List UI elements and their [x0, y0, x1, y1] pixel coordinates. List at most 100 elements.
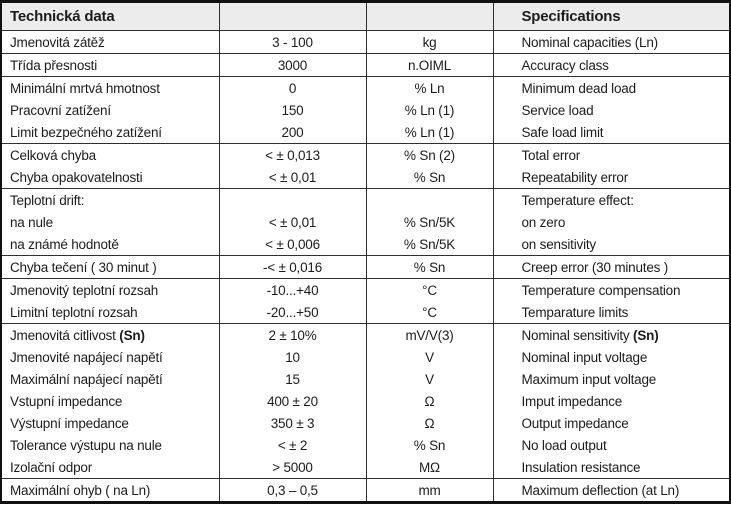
- row-unit: % Sn: [365, 255, 493, 279]
- table-row: Limit bezpečného zatížení 200% Ln (1) Safe…: [1, 121, 730, 144]
- row-value: 10: [218, 346, 366, 368]
- row-value: -< ± 0,016: [218, 255, 366, 279]
- row-label-czech: Vstupní impedance: [10, 393, 123, 409]
- row-label-english: Maximum deflection (at Ln): [492, 478, 730, 503]
- row-label-czech: Tolerance výstupu na nule: [10, 437, 162, 453]
- row-value: 150: [218, 99, 366, 121]
- table-row: Pracovní zatížení 150% Ln (1) Service load: [1, 99, 730, 121]
- table-row: Tolerance výstupu na nule < ± 2% Sn No loa…: [1, 434, 730, 456]
- row-label-english: Temparature limits: [492, 301, 730, 324]
- row-unit: [365, 188, 493, 211]
- row-unit: °C: [365, 301, 493, 324]
- row-label-czech: Chyba opakovatelnosti: [1, 166, 219, 189]
- row-value: -20...+50: [218, 301, 366, 324]
- row-unit: MΩ: [365, 456, 493, 479]
- row-value: 0: [218, 76, 366, 99]
- row-unit: Ω: [365, 412, 493, 434]
- row-label-english: on zero: [492, 211, 730, 233]
- row-unit: kg: [365, 30, 493, 54]
- row-unit: % Sn: [365, 166, 493, 189]
- row-unit: % Sn/5K: [365, 211, 493, 233]
- row-label-czech: na známé hodnotě: [1, 233, 219, 256]
- row-unit: % Ln: [365, 76, 493, 99]
- row-unit: Ω: [365, 390, 493, 412]
- table-row: Maximální ohyb ( na Ln) 0,3 – 0,5 mm Maximu…: [1, 478, 730, 503]
- row-label-english: Nominal input voltage: [492, 346, 730, 368]
- row-value: < ± 0,01: [218, 166, 366, 189]
- row-label-czech: Teplotní drift:: [10, 192, 85, 208]
- row-label-czech: Jmenovitý teplotní rozsah: [10, 282, 159, 298]
- row-label-czech: Limit bezpečného zatížení: [1, 121, 219, 144]
- row-value: < ± 0,013: [218, 143, 366, 166]
- row-label-czech: Limitní teplotní rozsah: [1, 301, 219, 324]
- row-label-english: Creep error (30 minutes ): [492, 255, 730, 279]
- table-row: Limitní teplotní rozsah -20...+50 °C Tempar…: [1, 301, 730, 324]
- row-label-czech: Minimální mrtvá hmotnost: [10, 80, 160, 96]
- row-value: < ± 2: [218, 434, 366, 456]
- row-label-czech: Jmenovité napájecí napětí: [10, 349, 163, 365]
- table-row: Chyba tečení ( 30 minut ) -< ± 0,016% Sn C…: [1, 255, 730, 279]
- row-label-czech: Pracovní zatížení: [10, 102, 111, 118]
- row-unit: n.OIML: [365, 53, 493, 77]
- table-row: Jmenovitá citlivost (Sn) 2 ± 10% mV/V(3) No…: [1, 323, 730, 346]
- row-value: > 5000: [218, 456, 366, 479]
- row-unit: % Ln (1): [365, 99, 493, 121]
- row-label-czech: Izolační odpor: [1, 456, 219, 479]
- row-value: 3000: [218, 53, 366, 77]
- row-label-english: Nominal capacities (Ln): [492, 30, 730, 54]
- row-label-english: on sensitivity: [492, 233, 730, 256]
- table-row: Jmenovité napájecí napětí 10 V Nominal inpu…: [1, 346, 730, 368]
- table-row: Chyba opakovatelnosti < ± 0,01% Sn Repeata…: [1, 166, 730, 189]
- row-label-english: Minimum dead load: [492, 76, 730, 99]
- row-value: [218, 188, 366, 211]
- table-row: na nule < ± 0,01% Sn/5K on zero: [1, 211, 730, 233]
- row-label-czech: Chyba tečení ( 30 minut ): [1, 255, 219, 279]
- row-label-english: Temperature compensation: [492, 278, 730, 301]
- header-english-title: Specifications: [492, 1, 730, 31]
- row-unit: % Sn (2): [365, 143, 493, 166]
- row-value: 0,3 – 0,5: [218, 478, 366, 503]
- row-value: 3 - 100: [218, 30, 366, 54]
- table-row: Teplotní drift: Temperature effect:: [1, 188, 730, 211]
- row-value: < ± 0,01: [218, 211, 366, 233]
- row-label-czech: na nule: [10, 214, 53, 230]
- row-label-english: Maximum input voltage: [492, 368, 730, 390]
- row-label-english: Nominal sensitivity (Sn): [492, 323, 730, 346]
- row-label-english: Repeatability error: [492, 166, 730, 189]
- table-row: na známé hodnotě < ± 0,006% Sn/5K on sensi…: [1, 233, 730, 256]
- specifications-table: Technická data Specifications Jmenovitá …: [0, 0, 731, 504]
- row-value: -10...+40: [218, 278, 366, 301]
- row-unit: mV/V(3): [365, 323, 493, 346]
- row-unit: % Ln (1): [365, 121, 493, 144]
- header-czech-title: Technická data: [1, 1, 219, 31]
- row-label-english: Accuracy class: [492, 53, 730, 77]
- table-row: Vstupní impedance 400 ± 20 Ω Imput impedanc…: [1, 390, 730, 412]
- row-value: < ± 0,006: [218, 233, 366, 256]
- row-unit: V: [365, 368, 493, 390]
- table-row: Jmenovitá zátěž 3 - 100 kg Nominal capaciti…: [1, 30, 730, 54]
- row-unit: mm: [365, 478, 493, 503]
- header-value-cell: [218, 1, 366, 31]
- row-value: 350 ± 3: [218, 412, 366, 434]
- table-header-row: Technická data Specifications: [1, 1, 730, 31]
- spec-table-body: Jmenovitá zátěž 3 - 100 kg Nominal capaciti…: [1, 30, 730, 503]
- row-value: 200: [218, 121, 366, 144]
- row-value: 2 ± 10%: [218, 323, 366, 346]
- row-unit: % Sn: [365, 434, 493, 456]
- table-row: Maximální napájecí napětí 15 V Maximum inpu…: [1, 368, 730, 390]
- row-label-czech: Celková chyba: [10, 147, 96, 163]
- table-row: Minimální mrtvá hmotnost 0% Ln Minimum dea…: [1, 76, 730, 99]
- row-label-english: Temperature effect:: [492, 188, 730, 211]
- row-label-english: Service load: [492, 99, 730, 121]
- row-unit: °C: [365, 278, 493, 301]
- row-label-english: Total error: [492, 143, 730, 166]
- row-label-english: Insulation resistance: [492, 456, 730, 479]
- header-unit-cell: [365, 1, 493, 31]
- row-label-czech: Výstupní impedance: [10, 415, 129, 431]
- table-row: Jmenovitý teplotní rozsah -10...+40 °C Temp…: [1, 278, 730, 301]
- row-label-english: No load output: [492, 434, 730, 456]
- row-label-czech: Jmenovitá zátěž: [1, 30, 219, 54]
- table-row: Výstupní impedance 350 ± 3 Ω Output impedan…: [1, 412, 730, 434]
- row-label-czech: Maximální ohyb ( na Ln): [10, 482, 151, 498]
